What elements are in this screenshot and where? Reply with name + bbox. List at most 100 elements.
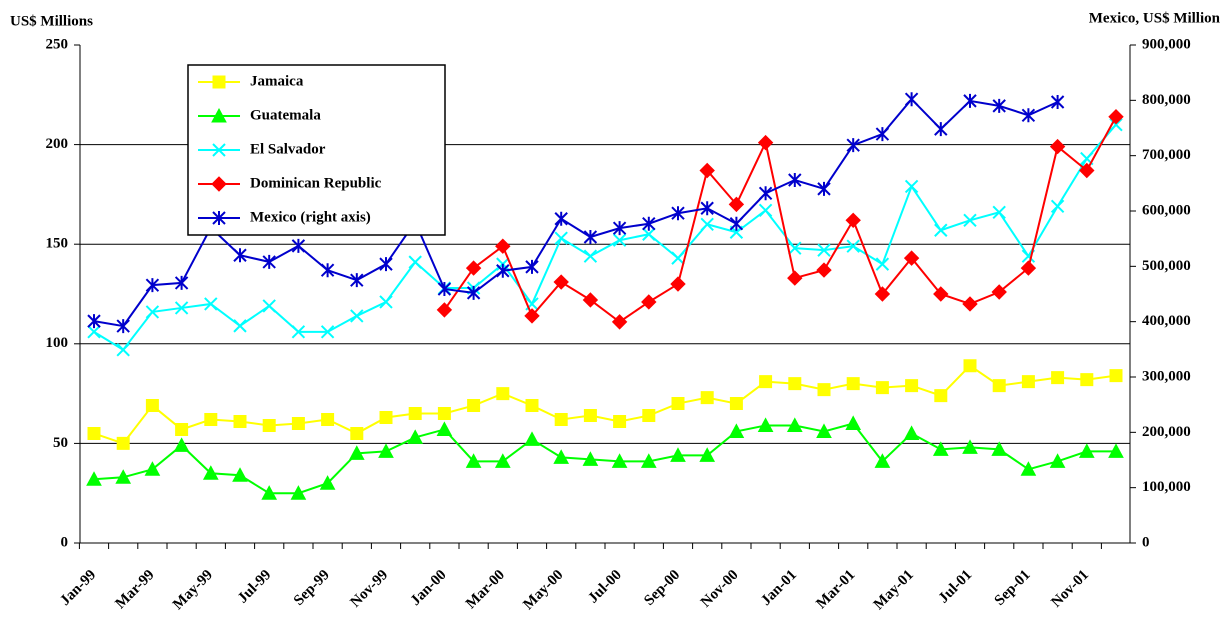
marker (991, 441, 1008, 456)
marker (817, 383, 831, 397)
y2-axis-label: Mexico, US$ Million (1089, 10, 1221, 26)
marker (758, 186, 773, 201)
marker (495, 238, 511, 254)
marker (962, 296, 978, 312)
marker (87, 426, 101, 440)
marker (115, 469, 132, 484)
marker (87, 314, 101, 329)
marker (554, 231, 568, 245)
marker (582, 451, 599, 466)
series-line (93, 124, 1117, 352)
marker (903, 425, 920, 440)
marker (436, 302, 453, 318)
marker (1108, 109, 1124, 125)
marker (642, 409, 656, 423)
marker (1078, 443, 1095, 458)
marker (963, 359, 977, 373)
marker (991, 284, 1007, 300)
legend: Jamaica Guatemala El Salvador Dominican Rep… (187, 64, 446, 236)
y2-tick-label: 900,000 (1142, 36, 1191, 52)
marker (816, 423, 832, 438)
marker (583, 230, 598, 245)
marker (348, 445, 365, 460)
marker (903, 250, 920, 266)
marker (524, 431, 540, 446)
marker (1108, 443, 1124, 458)
marker (1050, 199, 1065, 214)
marker (261, 485, 278, 500)
marker (320, 263, 335, 278)
marker (700, 391, 714, 405)
x-tick-label: Nov-99 (348, 567, 392, 611)
marker (437, 407, 451, 421)
marker (992, 98, 1006, 113)
y-tick-label: 250 (46, 36, 69, 52)
marker (905, 379, 919, 393)
x-tick-label: Jul-00 (585, 567, 625, 607)
marker (174, 301, 189, 315)
series-line (93, 422, 1116, 495)
x-tick-label: May-99 (170, 567, 216, 613)
marker (232, 467, 248, 482)
y2-tick-label: 700,000 (1142, 147, 1191, 163)
marker (525, 399, 539, 413)
marker (291, 325, 306, 339)
y-tick-label: 0 (61, 534, 69, 550)
x-tick-label: Jul-01 (936, 567, 976, 607)
marker (845, 212, 861, 229)
marker (1021, 375, 1035, 389)
marker (816, 262, 832, 278)
marker (212, 211, 226, 225)
y2-tick-label: 400,000 (1142, 313, 1191, 329)
marker (1109, 117, 1123, 132)
y-axis-label: US$ Millions (10, 13, 93, 29)
marker (759, 375, 773, 389)
marker (233, 319, 247, 333)
marker (758, 203, 773, 218)
marker (467, 399, 481, 413)
legend-label: Guatemala (250, 107, 321, 123)
marker (379, 257, 393, 272)
marker (1079, 162, 1095, 179)
marker (699, 162, 715, 179)
marker (671, 251, 685, 265)
marker (116, 319, 130, 334)
marker (553, 449, 570, 464)
marker (379, 295, 393, 309)
marker (290, 485, 307, 500)
marker (494, 453, 511, 468)
marker (846, 138, 860, 153)
marker (1080, 373, 1094, 387)
marker (728, 423, 745, 438)
marker (204, 297, 218, 311)
marker (788, 241, 802, 255)
marker (699, 447, 716, 462)
marker (116, 436, 130, 450)
marker (786, 417, 803, 432)
x-tick-label: Sep-99 (291, 567, 333, 609)
marker (670, 447, 686, 462)
marker (992, 379, 1006, 393)
y2-tick-label: 200,000 (1142, 424, 1191, 440)
x-tick-label: Sep-01 (992, 567, 1034, 609)
y2-tick-label: 800,000 (1142, 92, 1191, 108)
marker (671, 397, 685, 411)
marker (1109, 369, 1123, 383)
marker (611, 453, 628, 468)
marker (874, 286, 891, 302)
marker (525, 259, 539, 274)
legend-label: Dominican Republic (250, 175, 382, 191)
marker (992, 205, 1006, 220)
marker (350, 273, 364, 288)
marker (1020, 461, 1037, 476)
marker (875, 381, 889, 395)
marker (116, 343, 130, 357)
marker (524, 308, 540, 324)
marker (729, 216, 744, 231)
marker (963, 93, 977, 108)
marker (874, 453, 891, 468)
marker (1021, 108, 1036, 123)
marker (408, 255, 422, 269)
marker (321, 412, 335, 426)
